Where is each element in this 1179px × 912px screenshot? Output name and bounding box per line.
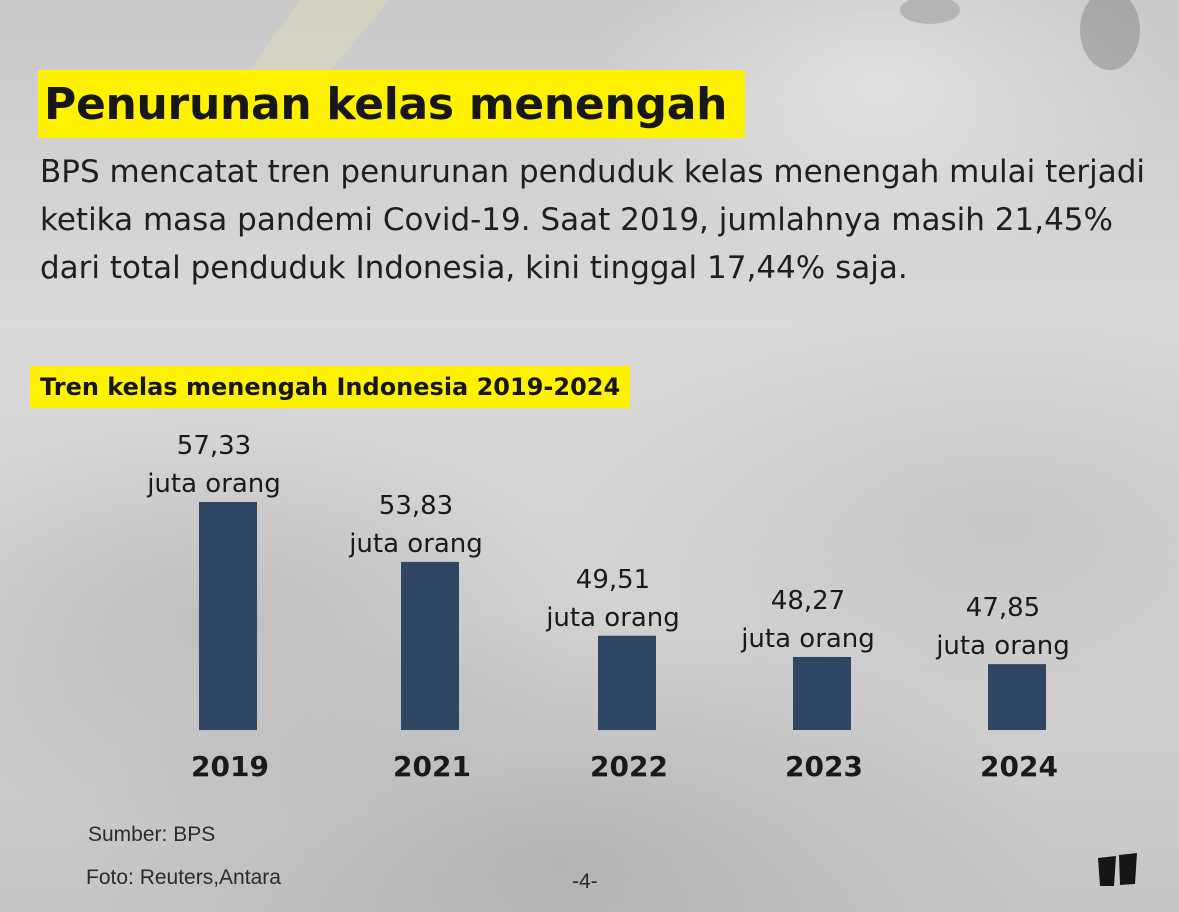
data-unit-label-2022: juta orang xyxy=(545,603,680,633)
data-unit-label-2019: juta orang xyxy=(146,469,281,499)
photo-credit: Foto: Reuters,Antara xyxy=(86,866,281,889)
data-unit-label-2024: juta orang xyxy=(935,631,1070,661)
bar-2023 xyxy=(793,656,851,730)
source-label: Sumber: BPS xyxy=(88,823,216,846)
page-title: Penurunan kelas menengah xyxy=(44,78,728,130)
category-label-2024: 2024 xyxy=(980,750,1058,783)
data-unit-label-2021: juta orang xyxy=(348,529,483,559)
data-label-2024: 47,85 xyxy=(966,593,1040,623)
chart-title: Tren kelas menengah Indonesia 2019-2024 xyxy=(40,373,621,401)
chart-title-highlight: Tren kelas menengah Indonesia 2019-2024 xyxy=(30,366,631,408)
bar-2019 xyxy=(199,502,257,730)
category-label-2023: 2023 xyxy=(785,750,863,783)
category-label-2022: 2022 xyxy=(590,750,668,783)
page-number: -4- xyxy=(572,870,598,893)
category-label-2021: 2021 xyxy=(393,750,471,783)
bar-2022 xyxy=(598,635,656,730)
category-label-2019: 2019 xyxy=(191,750,269,783)
description-paragraph: BPS mencatat tren penurunan penduduk kel… xyxy=(40,154,1145,286)
data-label-2021: 53,83 xyxy=(379,491,453,521)
bar-2021 xyxy=(401,561,459,730)
data-label-2023: 48,27 xyxy=(771,586,845,616)
title-highlight: Penurunan kelas menengah xyxy=(38,70,746,138)
data-label-2019: 57,33 xyxy=(177,431,251,461)
bar-2024 xyxy=(988,664,1046,730)
publisher-logo-icon xyxy=(1098,853,1137,886)
data-unit-label-2023: juta orang xyxy=(740,624,875,654)
data-label-2022: 49,51 xyxy=(576,565,650,595)
